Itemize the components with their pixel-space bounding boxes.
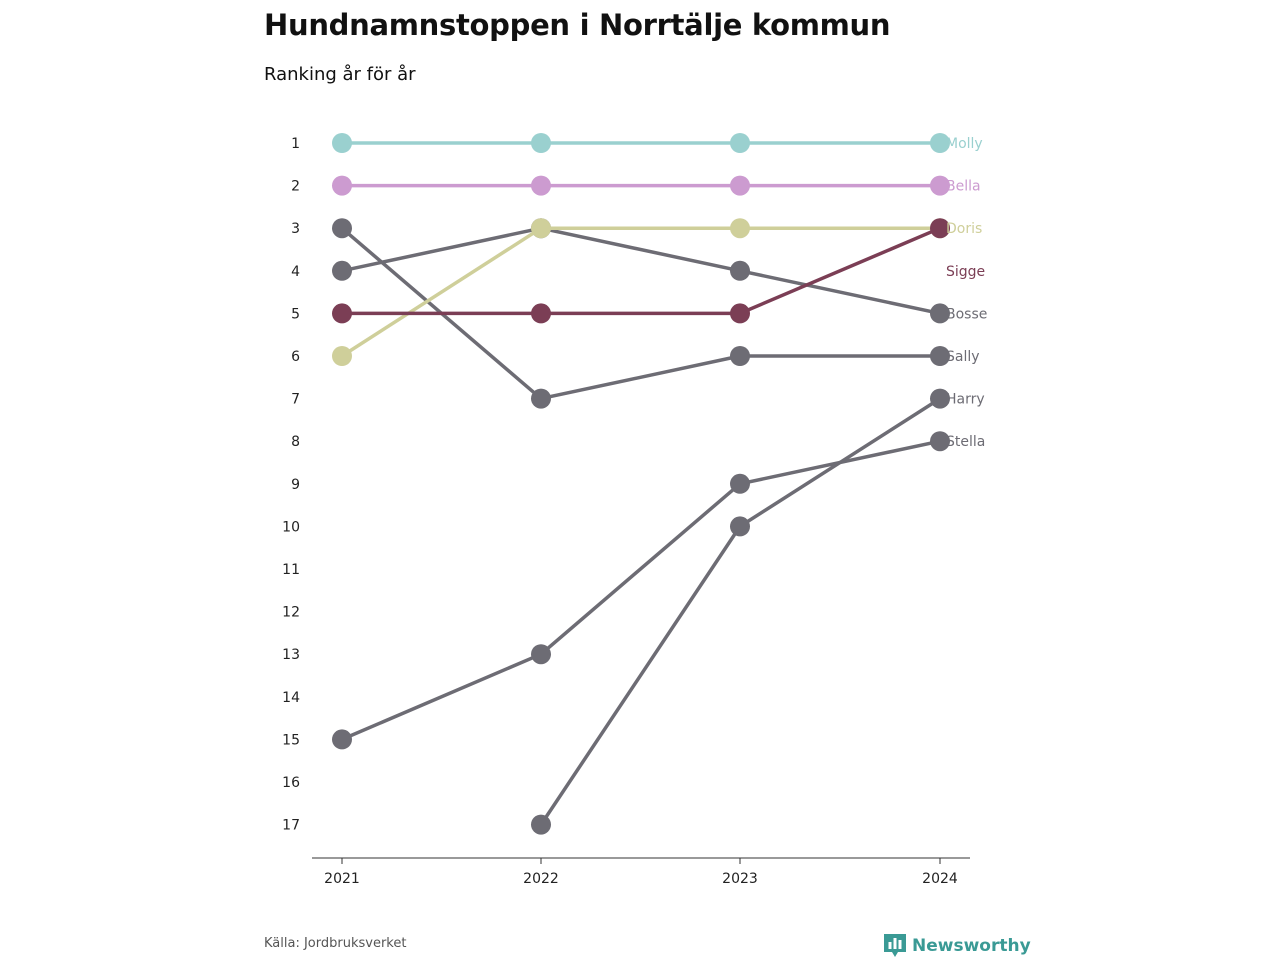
data-point-sally[interactable] <box>730 346 750 366</box>
data-point-sigge[interactable] <box>531 303 551 324</box>
data-point-sigge[interactable] <box>332 303 352 324</box>
y-tick-label: 15 <box>282 732 300 748</box>
data-point-molly[interactable] <box>332 133 352 153</box>
series-line-stella[interactable] <box>341 439 941 742</box>
x-tick-label: 2024 <box>922 871 958 887</box>
y-tick-label: 8 <box>291 434 300 450</box>
x-tick-label: 2023 <box>722 871 758 887</box>
data-point-harry[interactable] <box>930 388 950 409</box>
chart-subtitle: Ranking år för år <box>264 64 416 85</box>
y-tick-label: 3 <box>291 221 300 237</box>
y-tick-label: 13 <box>282 647 300 663</box>
series-label-sigge: Sigge <box>946 264 985 280</box>
chart-title: Hundnamnstoppen i Norrtälje kommun <box>264 8 891 42</box>
y-tick-label: 12 <box>282 605 300 621</box>
y-tick-label: 7 <box>291 392 300 408</box>
data-point-stella[interactable] <box>730 473 750 494</box>
data-point-bosse[interactable] <box>332 260 352 281</box>
x-tick-label: 2022 <box>523 871 559 887</box>
brand-logo[interactable]: Newsworthy <box>884 934 1031 958</box>
data-point-bella[interactable] <box>332 175 352 196</box>
data-point-sigge[interactable] <box>730 303 750 324</box>
data-point-molly[interactable] <box>730 133 750 153</box>
data-point-doris[interactable] <box>531 218 551 239</box>
y-tick-label: 10 <box>282 519 300 535</box>
data-point-stella[interactable] <box>930 431 950 452</box>
series-line-bosse[interactable] <box>341 226 941 316</box>
series-label-sally: Sally <box>946 349 980 365</box>
series-label-harry: Harry <box>946 392 985 408</box>
brand-name: Newsworthy <box>912 936 1031 956</box>
y-tick-label: 2 <box>291 179 300 195</box>
series-label-bosse: Bosse <box>946 306 987 322</box>
series-label-stella: Stella <box>946 434 985 450</box>
data-point-harry[interactable] <box>531 814 551 835</box>
y-tick-label: 5 <box>291 306 300 322</box>
series-line-doris[interactable] <box>341 226 940 358</box>
data-point-stella[interactable] <box>531 644 551 665</box>
newsworthy-logo-icon <box>884 934 906 957</box>
data-point-doris[interactable] <box>730 218 750 239</box>
data-point-stella[interactable] <box>332 729 352 750</box>
y-tick-label: 4 <box>291 264 300 280</box>
y-tick-label: 9 <box>291 477 300 493</box>
series-label-bella: Bella <box>946 179 981 195</box>
data-point-molly[interactable] <box>930 133 950 153</box>
data-point-bella[interactable] <box>730 175 750 196</box>
source-note: Källa: Jordbruksverket <box>264 936 407 951</box>
x-tick-label: 2021 <box>324 871 360 887</box>
series-line-harry[interactable] <box>539 397 941 826</box>
data-point-bosse[interactable] <box>930 303 950 324</box>
data-point-sally[interactable] <box>531 388 551 409</box>
series-label-molly: Molly <box>946 136 983 152</box>
data-point-sally[interactable] <box>930 346 950 366</box>
series-label-doris: Doris <box>946 221 982 237</box>
data-point-doris[interactable] <box>332 346 352 366</box>
data-point-bosse[interactable] <box>730 260 750 281</box>
y-tick-label: 6 <box>291 349 300 365</box>
y-tick-label: 1 <box>291 136 300 152</box>
y-tick-label: 17 <box>282 818 300 834</box>
data-point-bella[interactable] <box>531 175 551 196</box>
y-tick-label: 11 <box>282 562 300 578</box>
data-point-sally[interactable] <box>332 218 352 239</box>
y-tick-label: 16 <box>282 775 300 791</box>
data-point-bella[interactable] <box>930 175 950 196</box>
series-line-sigge[interactable] <box>342 226 941 316</box>
data-point-molly[interactable] <box>531 133 551 153</box>
data-point-sigge[interactable] <box>930 218 950 239</box>
y-tick-label: 14 <box>282 690 300 706</box>
data-point-harry[interactable] <box>730 516 750 537</box>
